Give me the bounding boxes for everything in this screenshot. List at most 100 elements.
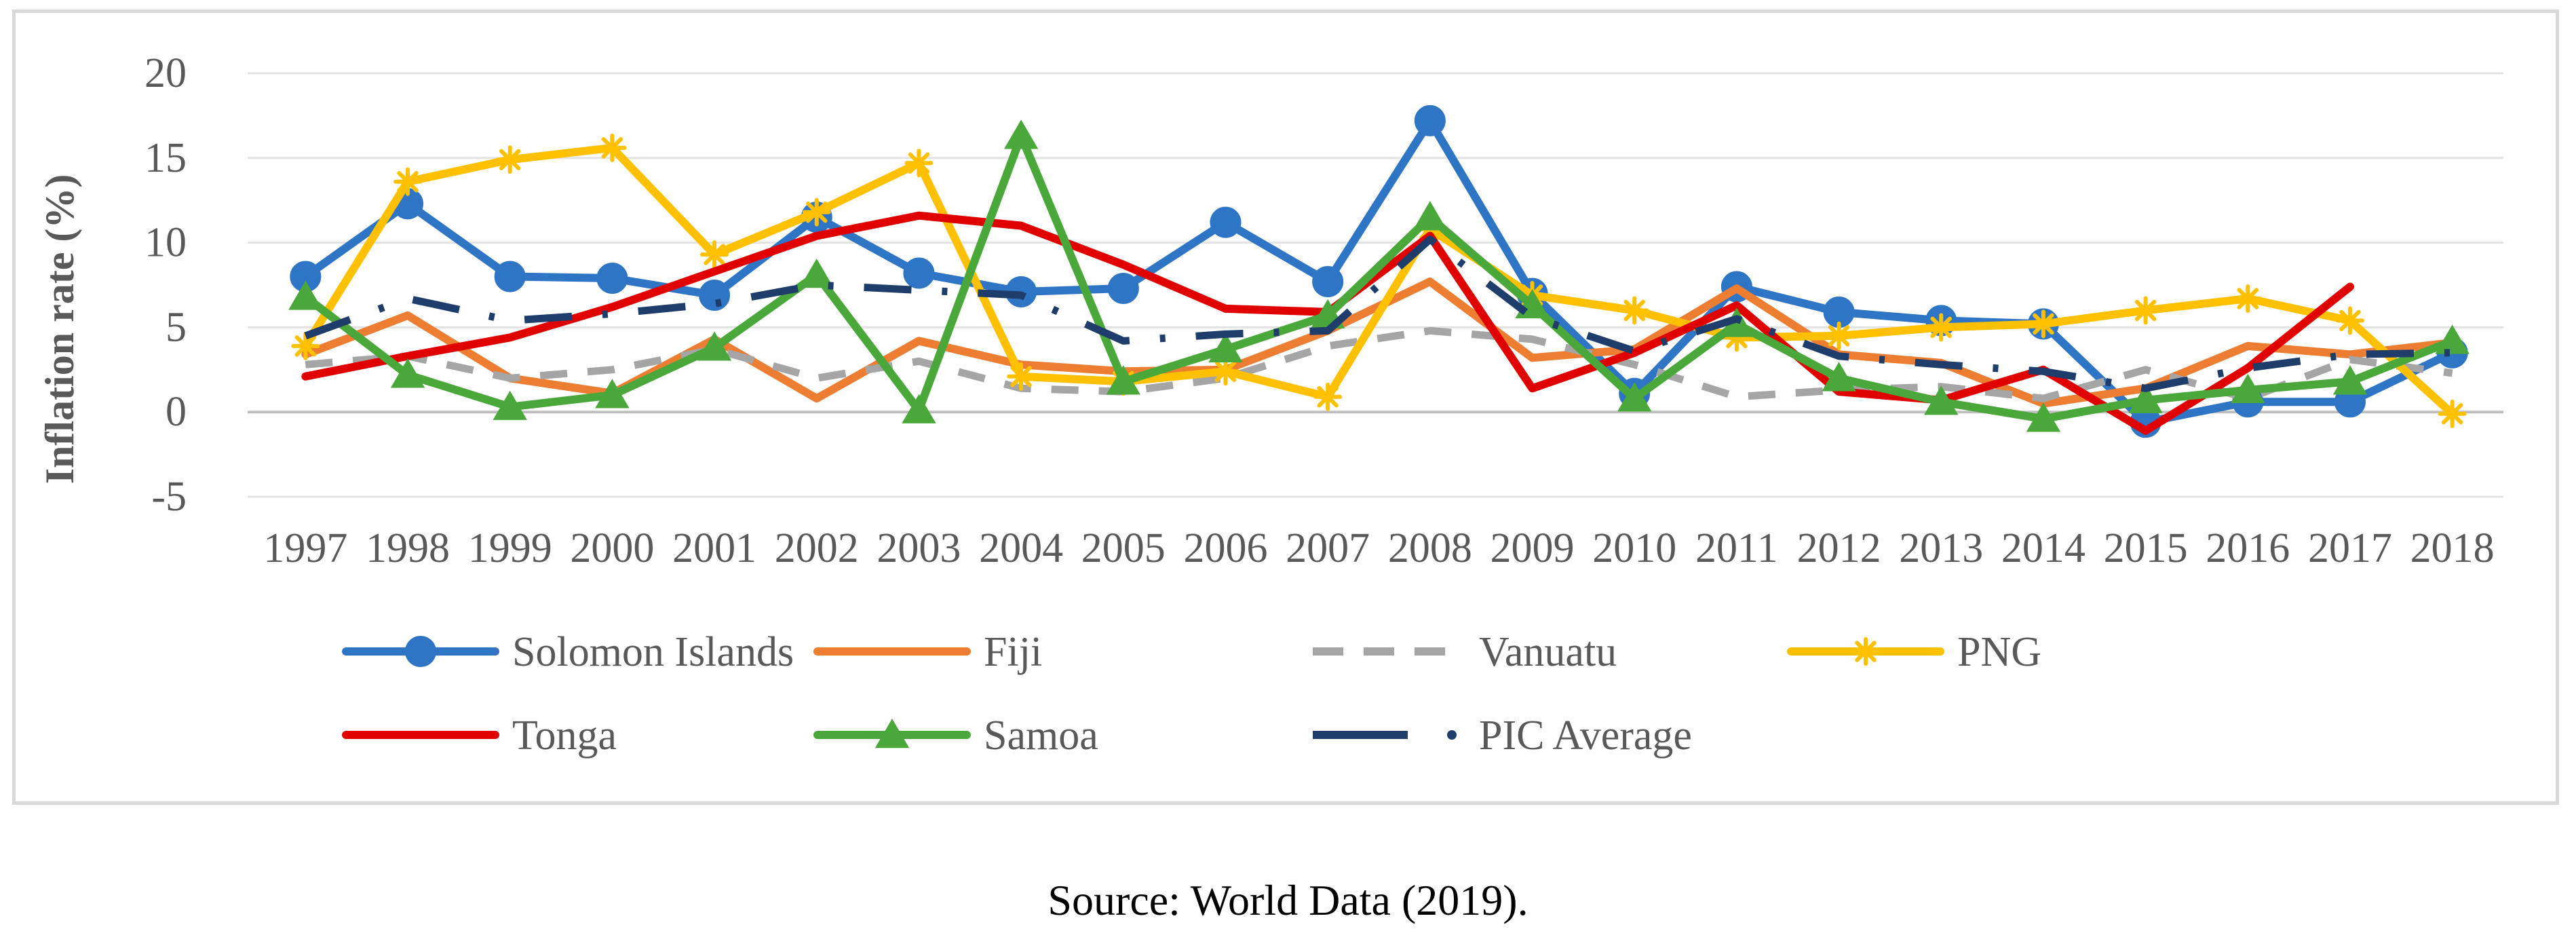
y-tick-label: 5 (166, 304, 187, 350)
data-point-star (2233, 284, 2263, 313)
data-point-triangle (1003, 119, 1039, 149)
data-point-triangle (1412, 201, 1448, 231)
y-tick-label: 0 (166, 389, 187, 435)
legend-label: Tonga (512, 713, 617, 759)
x-tick-label: 2001 (672, 525, 756, 571)
data-point-triangle (493, 390, 527, 420)
series-line (301, 132, 2457, 423)
x-tick-label: 2016 (2206, 525, 2290, 571)
series-line (305, 326, 2453, 402)
data-point-star (1313, 382, 1343, 411)
y-tick-label: 20 (145, 50, 187, 96)
x-tick-label: 2012 (1797, 525, 1881, 571)
y-axis-title: Inflation rate (%) (37, 174, 82, 485)
data-point-star (1851, 637, 1880, 666)
data-point-circle (1312, 266, 1344, 298)
legend-item-fiji: Fiji (813, 629, 1042, 675)
series-vanuatu (305, 326, 2453, 402)
data-point-circle (1210, 206, 1242, 238)
data-point-triangle (2128, 383, 2163, 413)
x-tick-label: 2014 (2001, 525, 2085, 571)
data-point-star (1824, 321, 1853, 350)
data-point-triangle (1924, 385, 1959, 415)
data-point-triangle (1208, 333, 1243, 363)
data-point-circle (596, 263, 628, 295)
x-axis-ticks: 1997 1998 1999 2000 2001 2002 2003 2004 2005 2006… (263, 525, 2494, 571)
x-tick-label: 2002 (775, 525, 859, 571)
data-point-star (2029, 309, 2058, 339)
legend-item-pic-average: PIC Average (1313, 713, 1692, 759)
legend-label: PIC Average (1479, 713, 1692, 759)
data-point-triangle (2332, 365, 2368, 395)
legend-item-png: PNG (1787, 629, 2041, 675)
x-tick-label: 2007 (1286, 525, 1370, 571)
legend-item-vanuatu: Vanuatu (1313, 629, 1617, 675)
source-note: Source: World Data (2019). (1047, 876, 1529, 924)
x-tick-label: 2004 (979, 525, 1063, 571)
data-point-triangle (799, 259, 834, 288)
data-point-star (2438, 399, 2467, 428)
data-point-circle (903, 257, 935, 289)
legend-item-tonga: Tonga (342, 713, 617, 759)
data-point-star (1211, 357, 1240, 386)
legend-item-solomon-islands: Solomon Islands (342, 629, 794, 675)
y-tick-label: 10 (145, 220, 187, 266)
data-point-triangle (902, 394, 936, 423)
data-point-star (598, 133, 627, 162)
data-point-triangle (2231, 373, 2265, 403)
x-tick-label: 2005 (1081, 525, 1166, 571)
data-point-circle (1414, 105, 1446, 136)
legend-item-samoa: Samoa (813, 713, 1098, 759)
x-tick-label: 2011 (1695, 525, 1778, 571)
data-point-star (393, 167, 423, 196)
data-point-circle (699, 279, 731, 311)
data-point-triangle (288, 280, 323, 310)
data-point-triangle (2435, 324, 2469, 354)
x-tick-label: 2009 (1491, 525, 1575, 571)
series-png (291, 133, 2467, 428)
x-tick-label: 2008 (1388, 525, 1472, 571)
series-pic-average (304, 235, 2453, 392)
legend-label: Vanuatu (1479, 629, 1617, 675)
series-samoa (288, 119, 2469, 432)
data-point-triangle (874, 719, 910, 748)
x-tick-label: 1999 (468, 525, 552, 571)
gridlines (248, 72, 2503, 498)
data-point-star (904, 149, 934, 178)
data-point-triangle (697, 331, 732, 361)
data-point-star (495, 145, 524, 174)
data-point-star (802, 197, 831, 227)
x-tick-label: 1998 (366, 525, 450, 571)
data-point-triangle (390, 358, 425, 388)
x-tick-label: 2017 (2308, 525, 2392, 571)
data-point-star (1620, 296, 1649, 325)
x-tick-label: 2000 (570, 525, 654, 571)
data-point-triangle (1822, 362, 1856, 392)
data-point-circle (1107, 272, 1139, 304)
data-point-triangle (2026, 402, 2061, 432)
x-tick-label: 2010 (1592, 525, 1676, 571)
y-tick-label: -5 (151, 474, 187, 520)
y-tick-label: 15 (145, 135, 187, 181)
series-line (304, 235, 2453, 392)
data-point-star (291, 331, 320, 360)
data-point-triangle (1106, 365, 1140, 395)
legend-label: PNG (1957, 629, 2041, 675)
legend-label: Fiji (984, 629, 1042, 675)
x-tick-label: 2013 (1899, 525, 1983, 571)
legend-label: Samoa (984, 713, 1098, 759)
data-point-star (2335, 306, 2364, 335)
y-axis-ticks: -5 0 5 10 15 20 (145, 50, 187, 520)
x-tick-label: 2006 (1183, 525, 1267, 571)
legend-label: Solomon Islands (512, 629, 794, 675)
data-point-star (1927, 313, 1956, 342)
data-point-star (700, 240, 729, 269)
legend-swatch-dot (1447, 730, 1457, 740)
data-point-star (1007, 362, 1036, 391)
x-tick-label: 1997 (263, 525, 347, 571)
data-point-triangle (595, 379, 630, 409)
x-tick-label: 2003 (877, 525, 961, 571)
data-point-triangle (1617, 382, 1652, 412)
legend: Solomon Islands Fiji Vanuatu PNG Tonga Samoa P… (342, 629, 2041, 759)
